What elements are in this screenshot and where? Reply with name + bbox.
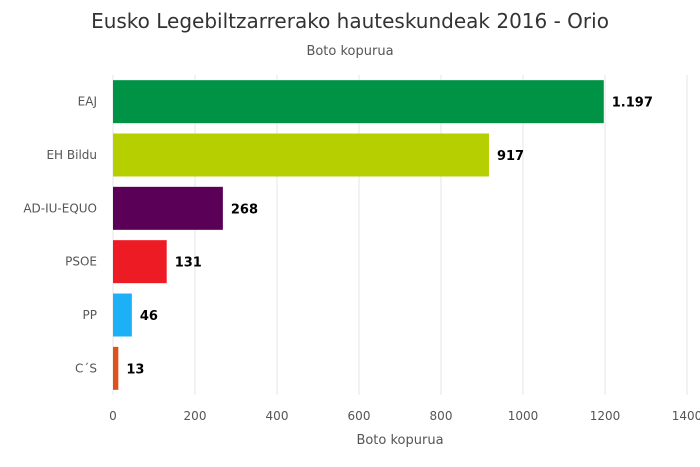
category-label: EAJ: [78, 95, 97, 109]
x-axis-title: Boto kopurua: [356, 433, 443, 448]
bar: [113, 133, 489, 177]
category-label: C´S: [75, 361, 97, 375]
data-label: 131: [175, 256, 202, 271]
data-label: 917: [497, 149, 524, 164]
chart-subtitle: Boto kopurua: [306, 44, 393, 59]
category-label: PP: [83, 308, 97, 322]
bar: [113, 346, 119, 390]
data-labels: 1.197 917 268 131 46 13: [126, 96, 653, 378]
data-label: 13: [126, 362, 144, 377]
gridlines: [112, 75, 688, 395]
x-tick-label: 1400: [672, 409, 700, 423]
bar: [113, 186, 223, 230]
category-label: EH Bildu: [46, 148, 97, 162]
x-tick-label: 0: [109, 409, 117, 423]
x-tick-label: 200: [184, 409, 207, 423]
x-tick-label: 800: [430, 409, 453, 423]
category-labels: EAJ EH Bildu AD-IU-EQUO PSOE PP C´S: [23, 95, 97, 376]
x-tick-label: 600: [348, 409, 371, 423]
data-label: 1.197: [612, 96, 653, 111]
x-tick-label: 1000: [508, 409, 539, 423]
data-label: 46: [140, 309, 158, 324]
category-label: PSOE: [65, 255, 97, 269]
x-axis-ticks: 0 200 400 600 800 1000 1200 1400: [109, 409, 700, 423]
category-label: AD-IU-EQUO: [23, 201, 97, 215]
bar: [113, 240, 167, 284]
data-label: 268: [231, 202, 258, 217]
bar: [113, 80, 604, 124]
x-tick-label: 400: [266, 409, 289, 423]
bars: [113, 80, 604, 390]
chart-title: Eusko Legebiltzarrerako hauteskundeak 20…: [91, 9, 609, 33]
bar: [113, 293, 132, 337]
x-tick-label: 1200: [590, 409, 621, 423]
